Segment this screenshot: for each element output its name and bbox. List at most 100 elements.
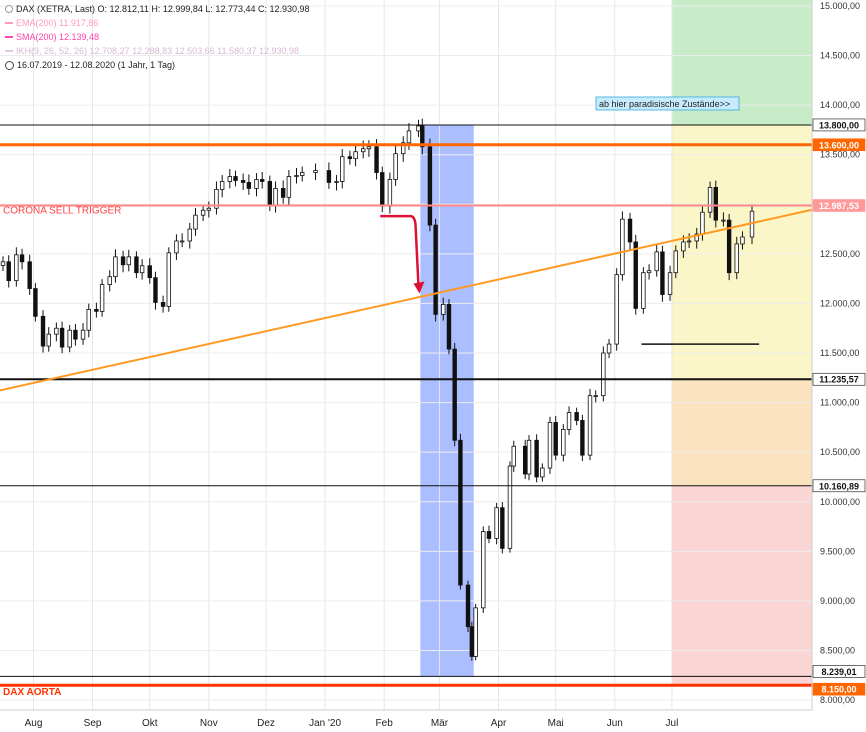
candle-body	[654, 251, 659, 272]
candle-body	[561, 428, 566, 456]
candle	[80, 323, 86, 345]
candle-body	[6, 261, 11, 282]
candle	[393, 145, 398, 186]
candle-body	[366, 146, 372, 150]
candle	[593, 390, 598, 403]
candle-body	[620, 218, 625, 276]
candle-body	[433, 224, 438, 315]
candle	[416, 119, 421, 138]
candle	[473, 603, 478, 661]
candle	[606, 338, 612, 359]
candle	[534, 434, 539, 483]
candle-body	[179, 240, 185, 243]
x-tick-label: Mär	[431, 718, 449, 729]
candle	[73, 324, 78, 346]
candle	[469, 621, 475, 661]
candle-body	[120, 256, 126, 266]
candle-body	[574, 412, 579, 421]
candle-body	[420, 125, 425, 148]
candle-body	[259, 179, 265, 182]
candle-body	[73, 329, 78, 340]
candle	[620, 211, 625, 281]
candle	[633, 234, 638, 315]
legend-sma: SMA(200) 12.139,48	[5, 30, 310, 44]
level-price-box	[812, 118, 866, 132]
candle-body	[107, 276, 112, 285]
candle	[326, 162, 332, 189]
candle	[126, 249, 131, 272]
candle-body	[300, 172, 305, 176]
y-tick-label: 11.000,00	[820, 398, 859, 408]
corona-sell-trigger-label: CORONA SELL TRIGGER	[3, 206, 121, 217]
candle	[153, 271, 158, 310]
level-price-box	[812, 479, 866, 493]
candle	[481, 526, 486, 613]
candle	[40, 310, 46, 353]
candle-body	[267, 181, 273, 206]
candle-body	[200, 209, 206, 216]
candle-body	[227, 176, 232, 182]
red-arrow-line	[380, 214, 420, 286]
candle-body	[469, 626, 475, 657]
candle-body	[219, 181, 225, 190]
candle-body	[694, 233, 699, 242]
candle	[193, 207, 198, 236]
candle-body	[686, 240, 692, 243]
candle-body	[187, 228, 192, 242]
level-price-box	[812, 682, 866, 696]
x-tick-label: Mai	[548, 718, 564, 729]
candle	[54, 322, 59, 342]
y-tick-label: 10.500,00	[820, 447, 860, 457]
candle	[566, 406, 572, 436]
candle-body	[19, 254, 25, 263]
candle	[486, 525, 492, 544]
x-tick-label: Nov	[200, 718, 218, 729]
red-zone	[671, 485, 812, 686]
legend-main-text: DAX (XETRA, Last) O: 12.812,11 H: 12.999…	[16, 4, 310, 14]
x-tick-label: Okt	[142, 718, 158, 729]
candle-body	[134, 256, 139, 274]
candle	[387, 172, 393, 214]
candle	[347, 150, 353, 165]
candle-body	[452, 348, 457, 441]
x-tick-label: Apr	[491, 718, 507, 729]
candle	[286, 170, 292, 206]
candle-body	[547, 422, 553, 469]
candle	[200, 204, 206, 221]
y-tick-label: 15.000,00	[820, 1, 860, 11]
candle	[507, 461, 513, 553]
legend-ema-text: EMA(200) 11.917,86	[16, 18, 99, 28]
candle	[353, 144, 358, 167]
candle-body	[465, 584, 471, 628]
candle-body	[387, 179, 393, 207]
candle	[160, 295, 166, 313]
candle-body	[614, 274, 619, 345]
candle	[721, 212, 726, 227]
candle-body	[353, 151, 358, 160]
candle	[174, 234, 179, 260]
candle-body	[726, 219, 732, 274]
candle-body	[147, 265, 152, 279]
y-tick-label: 11.500,00	[820, 348, 859, 358]
candle	[340, 149, 345, 189]
y-tick-label: 12.000,00	[820, 298, 860, 308]
candle-body	[46, 333, 51, 347]
candle	[713, 180, 718, 228]
candle-body	[313, 170, 318, 173]
candle-body	[441, 304, 446, 315]
candle	[313, 163, 318, 181]
candle-body	[740, 236, 745, 245]
x-tick-label: Aug	[25, 718, 43, 729]
candle	[246, 174, 252, 195]
candle-body	[580, 420, 585, 456]
ema-line-icon	[5, 22, 13, 24]
candle-body	[534, 439, 539, 478]
candle-body	[494, 507, 499, 539]
candle-body	[713, 187, 718, 221]
candle-body	[700, 211, 705, 235]
candle	[660, 245, 665, 302]
candle-body	[153, 277, 158, 303]
level-price-box	[812, 199, 866, 212]
candle-body	[340, 156, 345, 182]
candle-body	[374, 146, 379, 173]
